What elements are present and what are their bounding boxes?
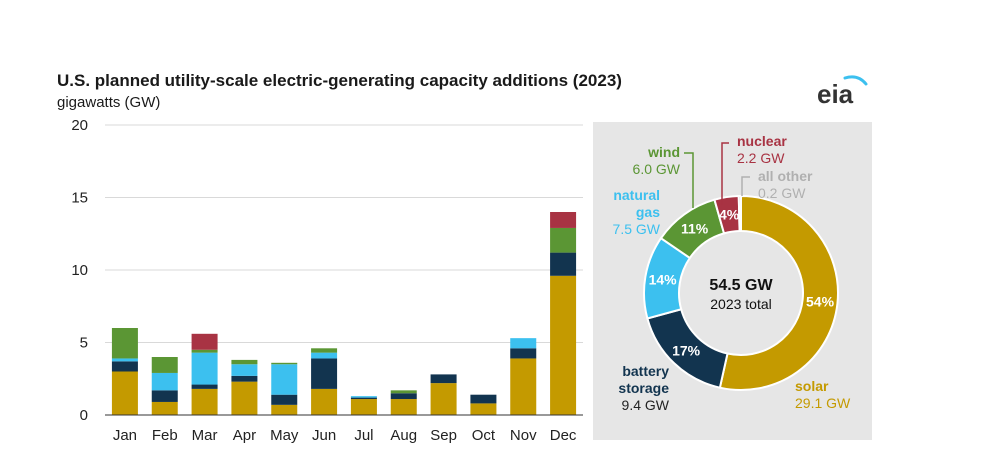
donut-pct-battery: 17% (672, 342, 701, 358)
bar-wind-jan (111, 328, 138, 359)
donut-slice-solar (718, 194, 839, 391)
bar-battery-jun (311, 358, 338, 389)
x-tick-label: Jun (312, 427, 336, 444)
bar-marks (111, 212, 577, 415)
x-tick-label: Apr (233, 427, 256, 444)
bar-battery-aug (390, 393, 417, 400)
eia-logo-text: eia (817, 79, 854, 109)
chart-title: U.S. planned utility-scale electric-gene… (57, 71, 622, 90)
bar-wind-may (271, 362, 298, 365)
donut-label-wind-value: 6.0 GW (633, 161, 681, 177)
bar-solar-apr (231, 381, 258, 415)
donut-pct-solar: 54% (806, 294, 835, 310)
bar-battery-dec (550, 252, 577, 276)
bar-solar-dec (550, 275, 577, 415)
bar-solar-jan (111, 371, 138, 415)
bar-solar-jun (311, 388, 338, 415)
x-tick-label: Feb (152, 427, 178, 444)
donut-pct-nuclear: 4% (719, 206, 740, 222)
x-tick-label: Jan (113, 427, 137, 444)
donut-label-solar-value: 29.1 GW (795, 395, 851, 411)
bar-wind-apr (231, 359, 258, 365)
bar-solar-sep (430, 383, 457, 415)
donut-label-nuclear-name: nuclear (737, 133, 787, 149)
bar-gas-jan (111, 358, 138, 362)
bar-gridlines (105, 124, 583, 343)
donut-slice-other (737, 194, 742, 233)
donut-label-battery-name: storage (618, 380, 669, 396)
donut-label-other-value: 0.2 GW (758, 185, 806, 201)
bar-wind-aug (390, 390, 417, 394)
donut-label-wind-name: wind (647, 144, 680, 160)
leader-line-other (741, 176, 750, 196)
y-tick-label: 5 (80, 335, 88, 352)
bar-battery-mar (191, 384, 218, 389)
bar-gas-nov (510, 338, 537, 349)
bar-gas-may (271, 364, 298, 395)
y-tick-label: 0 (80, 407, 88, 424)
bar-solar-aug (390, 399, 417, 415)
donut-label-solar-name: solar (795, 378, 829, 394)
leader-line-wind (684, 152, 694, 208)
donut-pct-wind: 11% (681, 220, 709, 236)
bar-gas-mar (191, 352, 218, 385)
bar-solar-oct (470, 403, 497, 415)
x-tick-label: Dec (550, 427, 577, 444)
donut-center-value: 54.5 GW (709, 277, 773, 294)
bar-solar-mar (191, 388, 218, 415)
eia-logo-arc-icon (843, 75, 868, 86)
bar-nuclear-mar (191, 333, 218, 350)
donut-pct-gas: 14% (649, 272, 678, 288)
bar-wind-jun (311, 348, 338, 353)
bar-battery-feb (151, 390, 178, 402)
bar-solar-feb (151, 401, 178, 415)
y-tick-label: 15 (71, 190, 88, 207)
bar-category-labels: Jan Feb Mar Apr May Jun Jul Aug Sep Oct Nov Dec (113, 427, 577, 444)
donut-percent-labels: 54% 17% 14% 11% 4% (649, 206, 835, 358)
bar-nuclear-dec (550, 212, 577, 228)
donut-label-nuclear-value: 2.2 GW (737, 150, 785, 166)
y-tick-label: 10 (71, 262, 88, 279)
x-tick-label: Oct (472, 427, 496, 444)
donut-label-battery-value: 9.4 GW (622, 397, 670, 413)
bar-gas-feb (151, 372, 178, 391)
donut-label-other-name: all other (758, 168, 813, 184)
donut-leader-lines (684, 142, 750, 208)
chart-subtitle: gigawatts (GW) (57, 94, 160, 111)
bar-y-tick-labels: 0 5 10 15 20 (71, 117, 88, 424)
x-tick-label: Mar (192, 427, 218, 444)
x-tick-label: Nov (510, 427, 537, 444)
y-tick-label: 20 (71, 117, 88, 134)
x-tick-label: May (270, 427, 299, 444)
donut-label-battery-name: battery (622, 363, 669, 379)
donut-label-gas-name: natural (613, 187, 660, 203)
x-tick-label: Aug (390, 427, 417, 444)
bar-solar-jul (350, 399, 377, 415)
eia-logo: eia (817, 75, 868, 109)
bar-gas-jun (311, 352, 338, 359)
bar-gas-apr (231, 364, 258, 376)
donut-center-label: 2023 total (710, 296, 772, 312)
bar-solar-nov (510, 358, 537, 415)
bar-battery-jan (111, 361, 138, 372)
bar-battery-nov (510, 348, 537, 359)
bar-gas-jul (350, 396, 377, 398)
x-tick-label: Jul (354, 427, 373, 444)
bar-wind-dec (550, 227, 577, 253)
bar-battery-may (271, 394, 298, 405)
bar-battery-apr (231, 375, 258, 382)
donut-label-gas-value: 7.5 GW (613, 221, 661, 237)
donut-label-gas-name: gas (636, 204, 660, 220)
donut-slices (643, 194, 839, 391)
bar-wind-mar (191, 349, 218, 353)
bar-solar-may (271, 404, 298, 415)
bar-battery-oct (470, 394, 497, 404)
bar-battery-jul (350, 397, 377, 400)
leader-line-nuclear (721, 142, 729, 205)
x-tick-label: Sep (430, 427, 457, 444)
bar-battery-sep (430, 374, 457, 384)
bar-wind-feb (151, 357, 178, 373)
